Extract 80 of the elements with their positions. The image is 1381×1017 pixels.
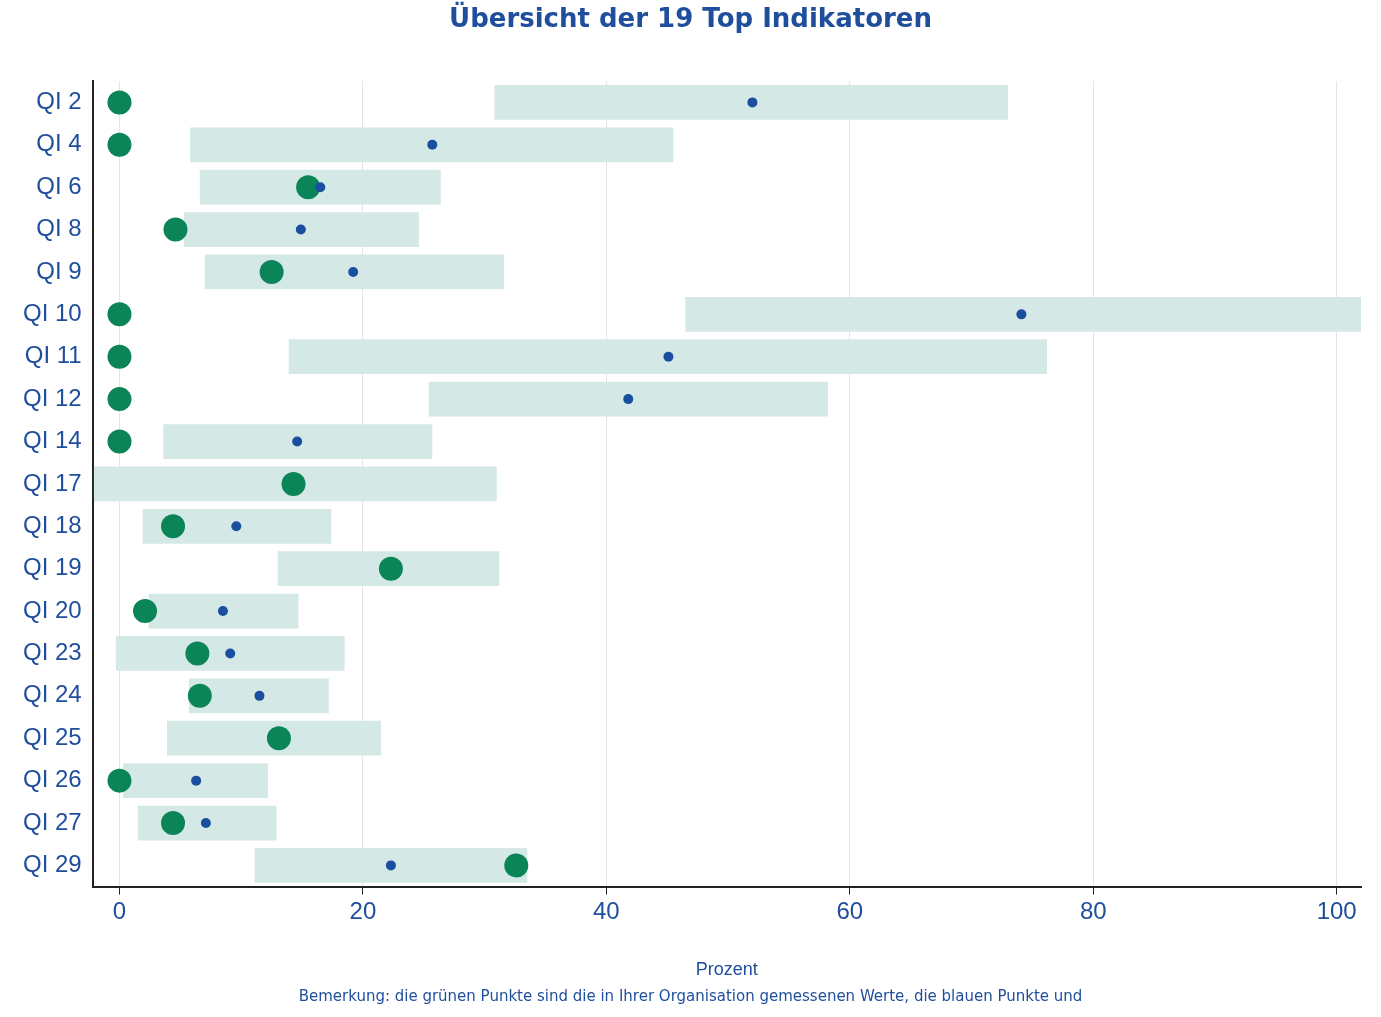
bar [166, 720, 382, 756]
point [107, 387, 132, 412]
y-tick-label: QI 18 [23, 510, 82, 538]
point [385, 860, 396, 871]
point [504, 853, 529, 878]
bar [115, 636, 345, 671]
y-tick-label: QI 25 [23, 722, 82, 750]
point [161, 514, 186, 539]
y-tick-label: QI 14 [23, 426, 82, 454]
bar [190, 127, 674, 163]
point [254, 690, 265, 701]
y-tick-label: QI 6 [36, 171, 82, 199]
bar [254, 848, 528, 883]
point [296, 175, 321, 200]
point [107, 429, 132, 454]
point [107, 302, 132, 327]
point [663, 351, 674, 362]
x-tick-label: 40 [593, 896, 620, 924]
point [1016, 309, 1027, 320]
bar [163, 424, 433, 459]
bar [183, 212, 419, 247]
point [315, 182, 326, 193]
bar [93, 466, 497, 502]
point [107, 344, 132, 369]
point [161, 811, 186, 836]
y-tick-label: QI 17 [23, 468, 82, 496]
point [231, 521, 242, 532]
point [292, 436, 303, 447]
point [266, 726, 291, 751]
point [191, 775, 202, 786]
text: Bemerkung: die grünen Punkte sind die in Ihrer Organisation gemessenen Werte, die blauen Punkte und [297, 987, 1084, 1005]
point [185, 641, 210, 666]
point [163, 217, 188, 242]
point [107, 90, 132, 115]
point [225, 648, 236, 659]
chart-title: Übersicht der 19 Top Indikatoren [449, 1, 932, 34]
y-tick-label: QI 2 [36, 87, 82, 115]
y-tick-label: QI 9 [36, 256, 82, 284]
y-tick-label: QI 19 [23, 553, 82, 581]
point [217, 606, 228, 617]
point [133, 599, 158, 624]
y-tick-label: QI 10 [23, 298, 82, 326]
point [200, 818, 211, 829]
y-tick-label: QI 8 [36, 214, 82, 242]
bar [123, 763, 268, 799]
y-tick-label: QI 4 [36, 129, 82, 157]
point [295, 224, 306, 235]
bar [142, 508, 332, 544]
bar [428, 381, 828, 417]
point [187, 683, 212, 708]
x-axis-title: Prozent [695, 959, 758, 980]
bar [148, 593, 299, 629]
x-tick-label: 20 [349, 896, 377, 924]
point [107, 768, 132, 793]
point [107, 132, 132, 157]
point [259, 259, 284, 284]
point [427, 139, 438, 150]
y-tick-label: QI 24 [23, 680, 82, 708]
bar [199, 169, 441, 205]
point [378, 556, 403, 581]
bar [277, 551, 500, 587]
point [281, 471, 306, 496]
point [623, 394, 634, 405]
bar [494, 85, 1009, 120]
x-tick-label: 0 [112, 896, 127, 924]
y-tick-label: QI 29 [23, 850, 82, 878]
x-tick-label: 80 [1079, 896, 1107, 924]
bar [204, 254, 505, 290]
x-tick-label: 60 [836, 896, 864, 924]
y-tick-label: QI 27 [23, 807, 82, 835]
y-tick-label: QI 11 [24, 341, 82, 369]
bar [685, 296, 1361, 332]
x-tick-label: 100 [1316, 896, 1357, 924]
y-tick-label: QI 20 [23, 595, 82, 623]
point [747, 97, 758, 108]
y-tick-label: QI 23 [23, 638, 82, 666]
point [348, 266, 359, 277]
y-tick-label: QI 12 [23, 383, 82, 411]
y-tick-label: QI 26 [23, 765, 82, 793]
bar [288, 339, 1047, 375]
